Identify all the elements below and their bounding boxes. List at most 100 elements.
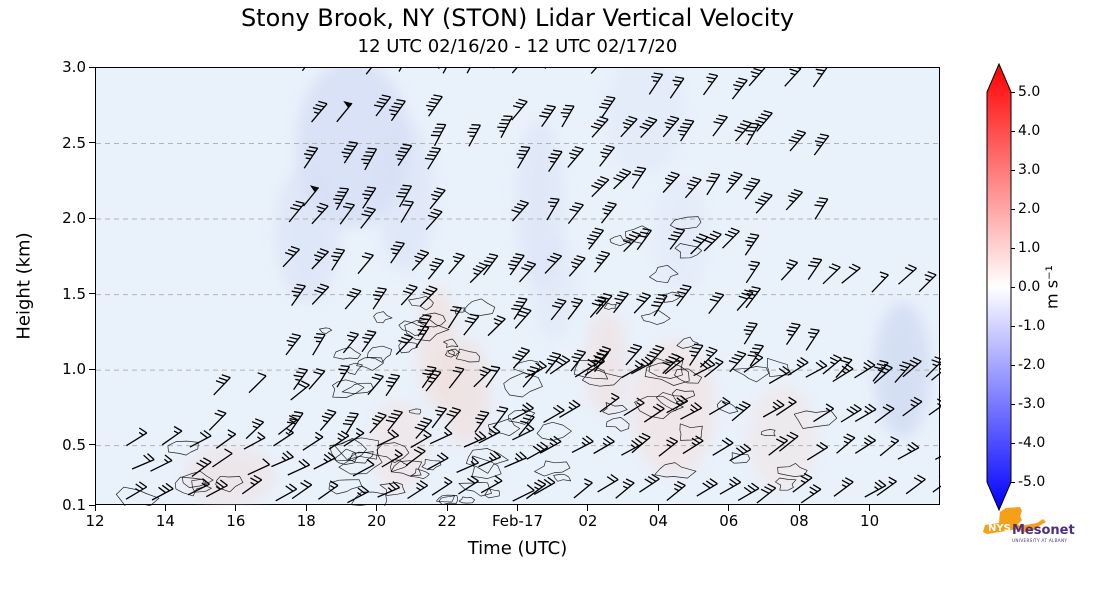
wind-barb — [400, 200, 414, 223]
colorbar-tick-mark — [1011, 208, 1015, 210]
wind-barb — [442, 68, 447, 74]
velocity-contour — [661, 291, 682, 303]
wind-barb — [411, 249, 430, 271]
wind-barb — [539, 104, 557, 127]
velocity-contour — [356, 357, 384, 371]
velocity-contour — [338, 452, 383, 475]
wind-barb — [719, 476, 742, 495]
wind-barb — [625, 343, 643, 366]
wind-barb — [768, 365, 791, 385]
wind-barb — [277, 415, 298, 436]
wind-barb — [623, 397, 645, 417]
x-tick-label: 16 — [226, 512, 246, 530]
wind-barb — [456, 456, 480, 473]
velocity-contour — [174, 476, 208, 497]
wind-barb — [213, 374, 231, 396]
colorbar-tick-label: -3.0 — [1018, 396, 1046, 412]
velocity-contour — [455, 348, 480, 363]
wind-barb — [208, 409, 227, 431]
mesonet-logo: NYS Mesonet UNIVERSITY AT ALBANY — [983, 507, 1075, 543]
colorbar-tick-mark — [1011, 286, 1015, 288]
x-tick-mark — [869, 505, 871, 511]
wind-barb — [745, 122, 760, 146]
wind-barb — [448, 366, 465, 389]
wind-barb — [780, 259, 799, 281]
barb-flag — [309, 185, 319, 193]
wind-barb — [708, 396, 731, 416]
wind-barb — [318, 480, 339, 500]
wind-barb — [430, 123, 447, 147]
colorbar-tick-label: 1.0 — [1018, 240, 1041, 256]
wind-barb — [776, 396, 797, 416]
wind-barb — [836, 433, 856, 454]
velocity-contour — [215, 475, 244, 493]
wind-barb — [646, 344, 665, 367]
x-tick-mark — [164, 505, 166, 511]
chart-subtitle: 12 UTC 02/16/20 - 12 UTC 02/17/20 — [357, 36, 678, 57]
ny-state-icon — [983, 507, 1046, 534]
velocity-contour — [398, 320, 429, 336]
x-tick-label: 08 — [789, 512, 809, 530]
wind-barb — [778, 431, 799, 452]
wind-barb — [161, 425, 183, 446]
y-tick-label: 2.0 — [62, 209, 86, 228]
colorbar-tick-mark — [1011, 91, 1015, 93]
wind-barb — [369, 411, 387, 434]
wind-barb — [444, 406, 462, 429]
velocity-contour — [777, 463, 808, 477]
wind-barb — [357, 252, 374, 275]
wind-barb — [745, 260, 761, 284]
velocity-contour — [536, 421, 572, 441]
wind-barb — [303, 146, 319, 169]
wind-barb — [381, 449, 403, 468]
velocity-contour — [716, 400, 739, 414]
y-tick-mark — [89, 504, 95, 506]
wind-barb — [395, 333, 414, 356]
velocity-contour — [602, 402, 628, 415]
x-tick-label: 18 — [296, 512, 316, 530]
velocity-contour — [671, 389, 696, 402]
wind-barb — [544, 252, 563, 274]
velocity-contour — [484, 488, 500, 499]
wind-barb — [813, 133, 830, 156]
wind-barb — [361, 330, 377, 353]
wind-barb — [745, 286, 761, 309]
wind-barb — [341, 141, 359, 164]
wind-barb — [622, 230, 641, 253]
wind-barb — [473, 366, 492, 388]
wind-barb — [696, 478, 718, 497]
shading-patch — [652, 173, 709, 295]
wind-barb — [417, 314, 432, 337]
wind-barb — [785, 322, 801, 345]
velocity-contour — [640, 309, 671, 325]
wind-barb — [287, 458, 311, 476]
wind-barb — [285, 333, 302, 356]
velocity-contour — [379, 482, 406, 496]
wind-barb — [189, 429, 212, 448]
wind-barb — [643, 403, 665, 423]
wind-barb — [545, 351, 562, 374]
wind-barb — [431, 476, 453, 496]
velocity-contour — [341, 382, 374, 394]
wind-barb — [841, 263, 861, 284]
colorbar-tick-mark — [1011, 442, 1015, 444]
wind-barb — [319, 409, 337, 431]
wind-barb — [934, 455, 941, 460]
x-tick-mark — [305, 505, 307, 511]
wind-barb — [928, 396, 941, 416]
wind-barb — [339, 202, 355, 225]
wind-barb — [768, 435, 789, 456]
velocity-contour — [793, 410, 838, 429]
y-tick-label: 1.0 — [62, 360, 86, 379]
wind-barb — [835, 356, 853, 379]
wind-barb — [571, 435, 594, 453]
x-tick-label: 04 — [648, 512, 668, 530]
wind-barb — [633, 292, 652, 314]
wind-barb — [311, 202, 329, 225]
wind-barb — [736, 289, 754, 312]
wind-barb — [784, 68, 802, 87]
wind-barb — [463, 313, 480, 336]
wind-barb — [682, 435, 704, 455]
long-island-icon — [1020, 527, 1037, 533]
wind-barb — [431, 406, 448, 429]
